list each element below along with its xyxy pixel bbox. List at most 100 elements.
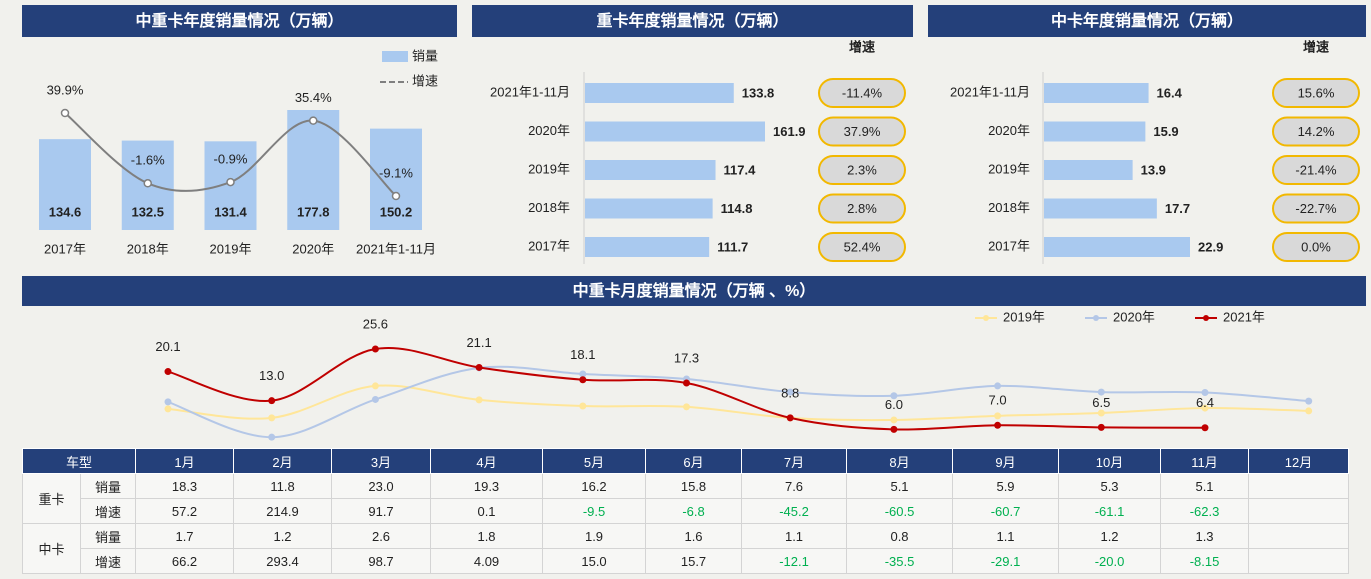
series-point — [164, 398, 172, 406]
legend-swatch — [1093, 315, 1099, 321]
value-cell: 1.6 — [645, 523, 743, 549]
series-point — [164, 405, 172, 413]
value-cell: -8.15 — [1160, 548, 1250, 574]
bar-label: 161.9 — [773, 124, 806, 139]
bar-label: 16.4 — [1157, 85, 1183, 100]
bar-label: 150.2 — [380, 204, 413, 219]
value-cell: 18.3 — [135, 473, 235, 499]
value-cell: 0.1 — [430, 498, 544, 524]
series-point — [475, 396, 483, 404]
x-tick-label: 2021年1-11月 — [356, 241, 436, 256]
row-label: 销量 — [79, 523, 137, 549]
value-cell: 7.6 — [741, 473, 848, 499]
value-cell: 16.2 — [542, 473, 647, 499]
header-cell: 9月 — [952, 448, 1060, 474]
bar-label: 133.8 — [742, 85, 775, 100]
header-cell: 车型 — [21, 448, 137, 474]
series-point — [371, 382, 379, 390]
rate-label: 37.9% — [844, 124, 881, 139]
series-point — [371, 345, 379, 353]
point-label: 17.3 — [674, 350, 699, 365]
panel-header — [928, 5, 1366, 37]
group-cell: 重卡 — [22, 473, 81, 524]
value-cell: -12.1 — [741, 548, 848, 574]
table-row: 增速 66.2 293.4 98.7 4.09 15.0 15.7 -12.1 -35.5 -29… — [23, 548, 1350, 574]
series-point — [890, 392, 898, 400]
series-point — [164, 368, 172, 376]
y-tick-label: 2018年 — [988, 200, 1030, 215]
legend-label: 增速 — [412, 73, 438, 88]
value-cell: 5.3 — [1058, 473, 1162, 499]
series-point — [1305, 407, 1313, 415]
rate-badge — [1272, 232, 1360, 262]
value-cell: 91.7 — [331, 498, 432, 524]
panel-header — [22, 5, 457, 37]
bar — [287, 110, 340, 230]
series-point — [786, 388, 794, 396]
legend-swatch — [382, 51, 408, 62]
bar — [585, 160, 716, 180]
rate-label: -21.4% — [1295, 162, 1337, 177]
bar — [1044, 83, 1149, 103]
growth-point — [391, 191, 401, 201]
bar-label: 177.8 — [297, 204, 330, 219]
value-cell: 293.4 — [233, 548, 333, 574]
rate-badge — [1272, 193, 1360, 224]
value-cell: 1.9 — [542, 523, 647, 549]
series-point — [475, 363, 483, 371]
bar — [1044, 160, 1133, 180]
bar-label: 17.7 — [1165, 201, 1190, 216]
panel-title: 中重卡年度销量情况（万辆） — [135, 11, 343, 30]
table-row: 重卡 销量 18.3 11.8 23.0 19.3 16.2 15.8 7.6 5.1 5.9 5.3… — [22, 473, 1350, 524]
series-point — [683, 403, 690, 411]
value-cell: 1.8 — [430, 523, 544, 549]
rate-header: 增速 — [1303, 39, 1329, 54]
series-point — [786, 414, 794, 422]
value-cell: -6.8 — [645, 498, 743, 524]
growth-label: -9.1% — [379, 165, 413, 180]
growth-label: -0.9% — [214, 152, 248, 167]
x-tick-label: 2017年 — [44, 241, 86, 256]
point-label: 8.8 — [781, 385, 799, 400]
series-point — [1097, 388, 1105, 396]
legend-label: 2021年 — [1223, 309, 1265, 324]
value-cell: 19.3 — [430, 473, 544, 499]
rate-label: 15.6% — [1298, 85, 1335, 100]
value-cell: 1.1 — [952, 523, 1060, 549]
bar-label: 13.9 — [1141, 162, 1166, 177]
value-cell: -60.7 — [952, 498, 1060, 524]
value-cell: -20.0 — [1058, 548, 1162, 574]
series-point — [1201, 388, 1209, 396]
growth-point — [309, 116, 318, 125]
rate-badge — [818, 116, 906, 147]
bar-label: 132.5 — [131, 204, 164, 219]
value-cell: 1.3 — [1160, 523, 1250, 549]
value-cell: 98.7 — [331, 548, 432, 574]
legend-label: 2019年 — [1003, 309, 1045, 324]
value-cell: 11.8 — [233, 473, 333, 499]
row-label: 增速 — [79, 498, 137, 524]
growth-point — [60, 108, 70, 118]
point-label: 6.4 — [1196, 395, 1214, 410]
rate-label: 52.4% — [844, 239, 881, 254]
series-point — [994, 382, 1002, 390]
value-cell: 2.6 — [331, 523, 432, 549]
point-label: 20.1 — [155, 339, 180, 354]
bar-label: 134.6 — [49, 204, 82, 219]
value-cell: 1.2 — [233, 523, 333, 549]
x-tick-label: 2019年 — [210, 241, 252, 256]
value-cell: 4.09 — [430, 548, 544, 574]
rate-badge — [1272, 155, 1360, 185]
panel-title: 重卡年度销量情况（万辆） — [596, 11, 788, 30]
value-cell: -9.5 — [542, 498, 647, 524]
value-cell: -45.2 — [741, 498, 848, 524]
series-point — [579, 370, 587, 378]
header-cell: 2月 — [233, 448, 333, 474]
value-cell: 15.8 — [645, 473, 743, 499]
rate-badge — [1272, 116, 1360, 147]
value-cell: 5.1 — [846, 473, 954, 499]
y-tick-label: 2020年 — [528, 123, 570, 138]
value-cell: 1.2 — [1058, 523, 1162, 549]
series-point — [268, 397, 276, 405]
series-line — [167, 365, 1309, 439]
